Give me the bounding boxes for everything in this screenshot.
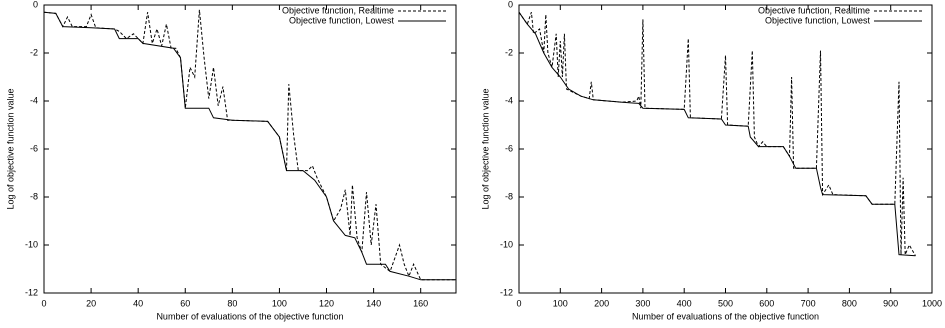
series-line (518, 11, 916, 257)
x-tick-label: 20 (86, 298, 96, 308)
x-axis-label: Number of evaluations of the objective f… (156, 311, 343, 321)
series-line (518, 11, 916, 257)
x-tick-label: 400 (677, 298, 692, 308)
legend-label: Objective function, Realtime (758, 5, 870, 15)
x-tick-label: 120 (319, 298, 334, 308)
x-tick-label: 160 (413, 298, 428, 308)
y-tick-label: -12 (500, 287, 513, 297)
x-tick-label: 140 (366, 298, 381, 308)
x-tick-label: 60 (180, 298, 190, 308)
x-tick-label: 300 (635, 298, 650, 308)
x-tick-label: 40 (133, 298, 143, 308)
x-tick-label: 100 (272, 298, 287, 308)
y-tick-label: -8 (30, 191, 38, 201)
y-tick-label: -4 (505, 95, 513, 105)
x-tick-label: 500 (718, 298, 733, 308)
y-axis-label: Log of objective function value (480, 88, 490, 209)
y-tick-label: -2 (505, 47, 513, 57)
x-tick-label: 700 (801, 298, 816, 308)
x-tick-label: 0 (41, 298, 46, 308)
x-tick-label: 900 (883, 298, 898, 308)
y-tick-label: 0 (508, 0, 513, 9)
y-tick-label: -10 (25, 239, 38, 249)
x-tick-label: 100 (553, 298, 568, 308)
x-tick-label: 0 (516, 298, 521, 308)
y-tick-label: 0 (33, 0, 38, 9)
series-line (43, 11, 456, 281)
y-tick-label: -6 (505, 143, 513, 153)
x-tick-label: 80 (227, 298, 237, 308)
y-axis-label: Log of objective function value (5, 88, 15, 209)
y-tick-label: -8 (505, 191, 513, 201)
x-axis-label: Number of evaluations of the objective f… (632, 311, 819, 321)
y-tick-label: -6 (30, 143, 38, 153)
plot-frame (43, 4, 457, 294)
legend-label: Objective function, Lowest (765, 15, 871, 25)
y-tick-label: -2 (30, 47, 38, 57)
x-tick-label: 200 (594, 298, 609, 308)
y-tick-label: -4 (30, 95, 38, 105)
plot-frame (518, 4, 933, 294)
legend-label: Objective function, Lowest (289, 15, 395, 25)
y-tick-label: -12 (25, 287, 38, 297)
legend-label: Objective function, Realtime (282, 5, 394, 15)
series-line (43, 9, 456, 281)
x-tick-label: 600 (759, 298, 774, 308)
x-tick-label: 1000 (922, 298, 942, 308)
x-tick-label: 800 (842, 298, 857, 308)
y-tick-label: -10 (500, 239, 513, 249)
